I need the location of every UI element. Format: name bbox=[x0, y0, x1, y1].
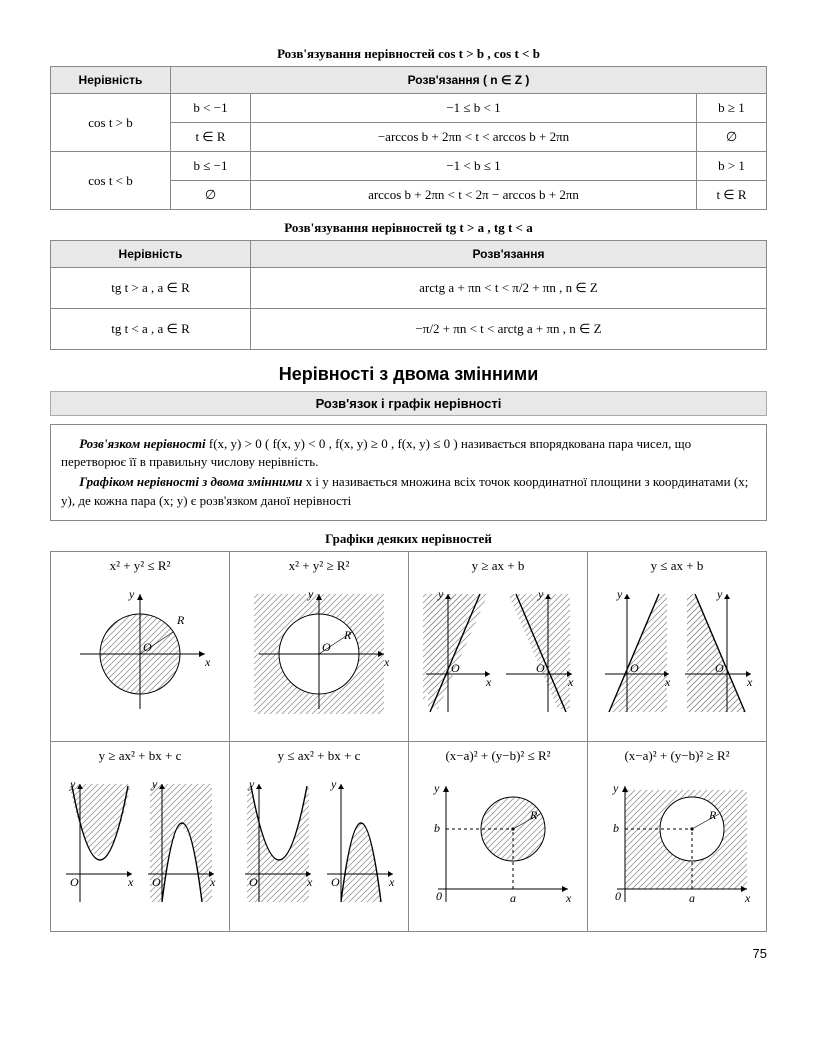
main-heading: Нерівності з двома змінними bbox=[50, 364, 767, 385]
plot-svg-22: Ox y Ox y bbox=[239, 774, 399, 914]
t2-r1b: arctg a + πn < t < π/2 + πn , n ∈ Z bbox=[251, 268, 767, 309]
plot-label-23: (x−a)² + (y−b)² ≤ R² bbox=[415, 748, 581, 770]
plot-label-11: x² + y² ≤ R² bbox=[57, 558, 223, 580]
table1-caption: Розв'язування нерівностей cos t > b , co… bbox=[50, 46, 767, 62]
svg-text:b: b bbox=[613, 821, 619, 835]
page-number: 75 bbox=[50, 946, 767, 961]
svg-text:O: O bbox=[451, 661, 460, 675]
plot-cell-24: (x−a)² + (y−b)² ≥ R² 0 x y a b R bbox=[588, 741, 767, 931]
svg-text:x: x bbox=[744, 891, 751, 905]
svg-text:R: R bbox=[708, 808, 717, 822]
plot-svg-12: Oxy R bbox=[244, 584, 394, 724]
def1-term: Розв'язком нерівності bbox=[79, 436, 205, 451]
plot-svg-13: Ox y Ox y bbox=[418, 584, 578, 724]
svg-text:R: R bbox=[529, 808, 538, 822]
t1-r1b: −1 ≤ b < 1 bbox=[251, 94, 697, 123]
svg-text:y: y bbox=[433, 781, 440, 795]
t2-r2b: −π/2 + πn < t < arctg a + πn , n ∈ Z bbox=[251, 309, 767, 350]
table1: Нерівність Розв'язання ( n ∈ Z ) cos t >… bbox=[50, 66, 767, 210]
t2-r2a: tg t < a , a ∈ R bbox=[51, 309, 251, 350]
plot-cell-11: x² + y² ≤ R² Oxy R bbox=[51, 551, 230, 741]
def2-term: Графіком нерівності з двома змінними bbox=[79, 474, 302, 489]
t1-r1c: b ≥ 1 bbox=[697, 94, 767, 123]
svg-text:0: 0 bbox=[436, 889, 442, 903]
svg-text:O: O bbox=[331, 875, 340, 889]
plot-label-14: y ≤ ax + b bbox=[594, 558, 760, 580]
t1-r2c: b > 1 bbox=[697, 152, 767, 181]
plot-cell-23: (x−a)² + (y−b)² ≤ R² 0 x y a b R bbox=[409, 741, 588, 931]
svg-text:x: x bbox=[746, 675, 753, 689]
svg-text:y: y bbox=[330, 777, 337, 791]
plot-svg-11: Oxy R bbox=[65, 584, 215, 724]
plot-label-21: y ≥ ax² + bx + c bbox=[57, 748, 223, 770]
svg-text:O: O bbox=[249, 875, 258, 889]
table2: Нерівність Розв'язання tg t > a , a ∈ R … bbox=[50, 240, 767, 350]
definitions-box: Розв'язком нерівності f(x, y) > 0 ( f(x,… bbox=[50, 424, 767, 521]
svg-text:R: R bbox=[176, 613, 185, 627]
svg-text:b: b bbox=[434, 821, 440, 835]
svg-text:y: y bbox=[616, 587, 623, 601]
svg-text:y: y bbox=[716, 587, 723, 601]
svg-text:O: O bbox=[630, 661, 639, 675]
t1-r2a: b ≤ −1 bbox=[171, 152, 251, 181]
t1-r2f: t ∈ R bbox=[697, 181, 767, 210]
table2-caption: Розв'язування нерівностей tg t > a , tg … bbox=[50, 220, 767, 236]
plots-grid: x² + y² ≤ R² Ox y R x² + y² ≥ R² Ox y R y … bbox=[50, 551, 767, 932]
svg-text:y: y bbox=[612, 781, 619, 795]
plot-svg-23: 0 x y a b R bbox=[418, 774, 578, 914]
plot-svg-14: Ox y Ox y bbox=[597, 584, 757, 724]
svg-text:x: x bbox=[567, 675, 574, 689]
svg-text:a: a bbox=[510, 891, 516, 905]
svg-text:y: y bbox=[437, 587, 444, 601]
svg-text:x: x bbox=[306, 875, 313, 889]
plot-label-13: y ≥ ax + b bbox=[415, 558, 581, 580]
sub-heading: Розв'язок і графік нерівності bbox=[50, 391, 767, 416]
svg-text:y: y bbox=[537, 587, 544, 601]
plot-svg-24: 0 x y a b R bbox=[597, 774, 757, 914]
t2-r1a: tg t > a , a ∈ R bbox=[51, 268, 251, 309]
t1-r2b: −1 < b ≤ 1 bbox=[251, 152, 697, 181]
plot-svg-21: Ox y Ox y bbox=[60, 774, 220, 914]
t1-r2d: ∅ bbox=[171, 181, 251, 210]
t1-r1a: b < −1 bbox=[171, 94, 251, 123]
t1-h1: Нерівність bbox=[51, 67, 171, 94]
svg-text:x: x bbox=[383, 655, 390, 669]
svg-text:0: 0 bbox=[615, 889, 621, 903]
t1-r2e: arccos b + 2πn < t < 2π − arccos b + 2πn bbox=[251, 181, 697, 210]
t1-r1e: −arccos b + 2πn < t < arccos b + 2πn bbox=[251, 123, 697, 152]
svg-text:y: y bbox=[151, 777, 158, 791]
svg-text:x: x bbox=[204, 655, 211, 669]
svg-text:x: x bbox=[209, 875, 216, 889]
svg-text:O: O bbox=[715, 661, 724, 675]
plots-caption: Графіки деяких нерівностей bbox=[50, 531, 767, 547]
t1-r2c1: cos t < b bbox=[51, 152, 171, 210]
t2-h1: Нерівність bbox=[51, 241, 251, 268]
svg-text:O: O bbox=[536, 661, 545, 675]
plot-cell-13: y ≥ ax + b Ox y Ox y bbox=[409, 551, 588, 741]
plot-cell-21: y ≥ ax² + bx + c Ox y Ox y bbox=[51, 741, 230, 931]
svg-text:a: a bbox=[689, 891, 695, 905]
plot-cell-12: x² + y² ≥ R² Oxy R bbox=[230, 551, 409, 741]
svg-text:y: y bbox=[248, 777, 255, 791]
t1-r1d: t ∈ R bbox=[171, 123, 251, 152]
plot-label-24: (x−a)² + (y−b)² ≥ R² bbox=[594, 748, 760, 770]
t1-h2: Розв'язання ( n ∈ Z ) bbox=[171, 67, 767, 94]
svg-text:y: y bbox=[307, 587, 314, 601]
t1-r1c1: cos t > b bbox=[51, 94, 171, 152]
svg-text:O: O bbox=[152, 875, 161, 889]
svg-text:x: x bbox=[127, 875, 134, 889]
plot-cell-22: y ≤ ax² + bx + c Ox y Ox y bbox=[230, 741, 409, 931]
plot-label-22: y ≤ ax² + bx + c bbox=[236, 748, 402, 770]
plot-label-12: x² + y² ≥ R² bbox=[236, 558, 402, 580]
svg-text:x: x bbox=[388, 875, 395, 889]
svg-text:x: x bbox=[485, 675, 492, 689]
svg-text:x: x bbox=[664, 675, 671, 689]
svg-text:y: y bbox=[128, 587, 135, 601]
svg-text:O: O bbox=[70, 875, 79, 889]
plot-cell-14: y ≤ ax + b Ox y Ox y bbox=[588, 551, 767, 741]
svg-text:x: x bbox=[565, 891, 572, 905]
svg-text:y: y bbox=[69, 777, 76, 791]
t1-r1f: ∅ bbox=[697, 123, 767, 152]
t2-h2: Розв'язання bbox=[251, 241, 767, 268]
